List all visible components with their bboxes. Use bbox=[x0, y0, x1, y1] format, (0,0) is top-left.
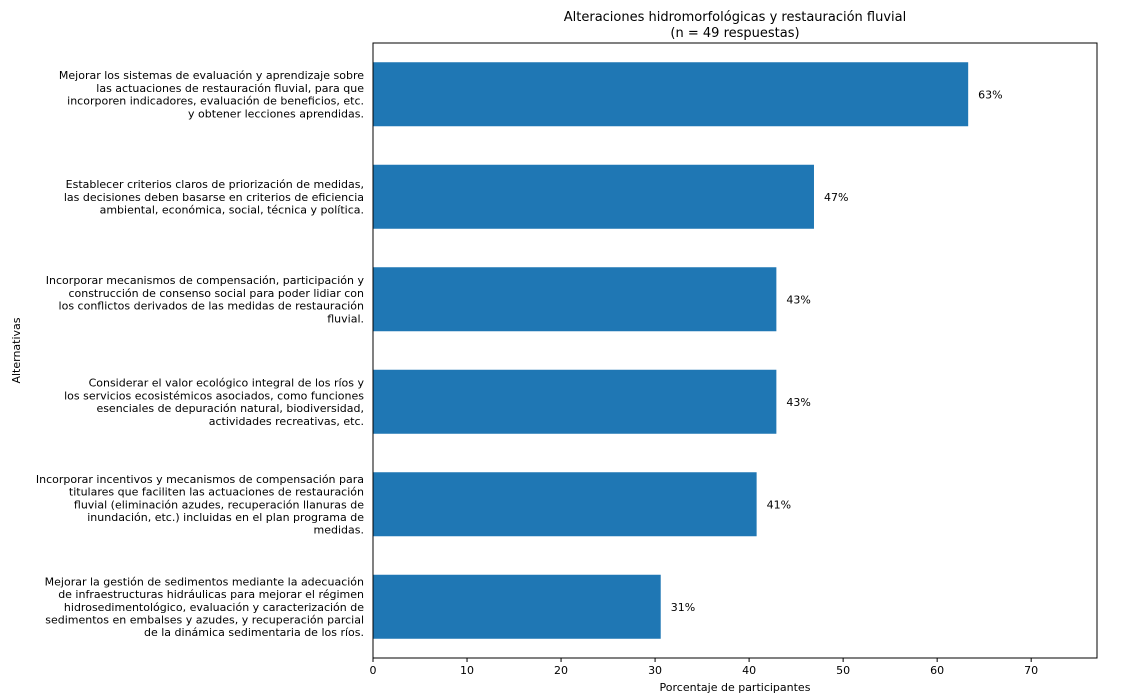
bar-6 bbox=[373, 574, 661, 639]
bar-value-label-3: 43% bbox=[786, 293, 810, 306]
x-tick-label-70: 70 bbox=[1024, 664, 1038, 677]
category-label-6: Mejorar la gestión de sedimentos mediant… bbox=[45, 575, 365, 639]
y-axis-label: Alternativas bbox=[10, 317, 23, 383]
x-tick-label-50: 50 bbox=[836, 664, 850, 677]
chart-subtitle: (n = 49 respuestas) bbox=[670, 26, 799, 41]
bar-value-label-5: 41% bbox=[767, 498, 791, 511]
bar-2 bbox=[373, 164, 814, 229]
x-tick-label-40: 40 bbox=[742, 664, 756, 677]
plot-frame bbox=[372, 42, 1098, 659]
category-label-5: Incorporar incentivos y mecanismos de co… bbox=[36, 473, 364, 537]
bar-value-label-4: 43% bbox=[786, 396, 810, 409]
category-label-2: Establecer criterios claros de priorizac… bbox=[64, 178, 364, 216]
category-label-1: Mejorar los sistemas de evaluación y apr… bbox=[59, 69, 364, 120]
x-tick-label-30: 30 bbox=[648, 664, 662, 677]
bars-group bbox=[373, 62, 969, 639]
x-axis-ticks: 0 10 20 30 40 50 60 70 bbox=[370, 658, 1038, 677]
bar-value-label-1: 63% bbox=[978, 88, 1002, 101]
x-tick-label-0: 0 bbox=[370, 664, 377, 677]
x-axis-label: Porcentaje de participantes bbox=[660, 681, 811, 694]
bar-5 bbox=[373, 472, 757, 537]
category-label-4: Considerar el valor ecológico integral d… bbox=[64, 377, 364, 428]
bar-3 bbox=[373, 267, 777, 332]
bar-value-label-6: 31% bbox=[671, 601, 695, 614]
bar-value-label-2: 47% bbox=[824, 191, 848, 204]
bar-4 bbox=[373, 369, 777, 434]
category-labels-group: Mejorar los sistemas de evaluación y apr… bbox=[36, 69, 365, 639]
category-label-3: Incorporar mecanismos de compensación, p… bbox=[46, 274, 365, 325]
x-tick-label-10: 10 bbox=[460, 664, 474, 677]
chart-title: Alteraciones hidromorfológicas y restaur… bbox=[564, 10, 907, 25]
x-tick-label-20: 20 bbox=[554, 664, 568, 677]
x-tick-label-60: 60 bbox=[930, 664, 944, 677]
bar-1 bbox=[373, 62, 969, 127]
value-labels-group: 63% 47% 43% 43% 41% 31% bbox=[671, 88, 1003, 614]
